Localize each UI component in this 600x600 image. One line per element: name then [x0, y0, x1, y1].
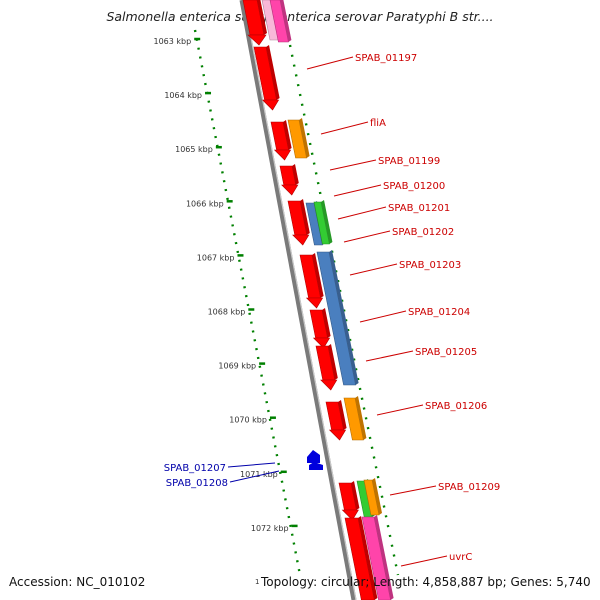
feature-label[interactable]: SPAB_01206	[376, 401, 487, 416]
features	[242, 0, 394, 600]
feature-label[interactable]: SPAB_01197	[306, 53, 417, 70]
svg-text:SPAB_01209: SPAB_01209	[438, 482, 500, 493]
gene-block	[313, 200, 333, 245]
ruler-tick-label: 1064 kbp	[164, 91, 202, 100]
feature-label[interactable]: SPAB_01204	[359, 307, 470, 323]
gene-block	[279, 164, 299, 196]
gene-block	[253, 45, 280, 111]
reverse-gene-blocks	[307, 450, 323, 470]
gene-block	[287, 118, 310, 159]
backbone-line	[239, 0, 357, 600]
svg-text:SPAB_01203: SPAB_01203	[399, 260, 461, 271]
svg-text:SPAB_01201: SPAB_01201	[388, 203, 450, 214]
gene-block	[299, 253, 324, 309]
labels: SPAB_01197 fliA SPAB_01199 SPAB_01200 SPAB_0…	[164, 53, 500, 567]
gene-block	[343, 396, 367, 441]
topology-summary: Topology: circular; Length: 4,858,887 bp…	[261, 575, 591, 589]
gene-block	[270, 120, 292, 161]
svg-text:uvrC: uvrC	[449, 552, 472, 563]
gene-block	[338, 481, 360, 521]
feature-label[interactable]: SPAB_01200	[333, 181, 445, 197]
feature-label-reverse[interactable]: SPAB_01207	[164, 462, 276, 474]
feature-label[interactable]: fliA	[320, 118, 386, 135]
ruler-tick-label: 1070 kbp	[229, 416, 267, 425]
feature-label[interactable]: SPAB_01203	[349, 260, 461, 276]
feature-label[interactable]: uvrC	[400, 552, 472, 567]
ruler-track	[193, 29, 302, 576]
gene-block	[325, 400, 347, 441]
gene-block	[309, 308, 331, 349]
ruler-tick-label: 1067 kbp	[197, 253, 235, 262]
feature-label[interactable]: SPAB_01202	[343, 227, 454, 243]
svg-text:SPAB_01204: SPAB_01204	[408, 307, 470, 318]
ruler-tick-label: 1068 kbp	[208, 308, 246, 317]
ruler-tick-label: 1069 kbp	[218, 362, 256, 371]
feature-label[interactable]: SPAB_01205	[365, 347, 477, 362]
svg-text:SPAB_01207: SPAB_01207	[164, 463, 226, 474]
gene-block	[269, 0, 292, 43]
svg-text:SPAB_01197: SPAB_01197	[355, 53, 417, 64]
feature-label[interactable]: SPAB_01199	[329, 156, 440, 171]
svg-text:fliA: fliA	[370, 118, 386, 129]
gene-block	[315, 344, 338, 391]
gene-block	[344, 516, 378, 600]
gene-block	[287, 199, 310, 246]
ruler-tick-label: 1065 kbp	[175, 145, 213, 154]
gene-block	[363, 478, 382, 516]
gene-block	[316, 250, 359, 386]
ruler-tick-label: 1066 kbp	[186, 199, 224, 208]
start-mark: 1	[255, 578, 260, 586]
svg-text:SPAB_01200: SPAB_01200	[383, 181, 445, 192]
ruler-tick-label: 1071 kbp	[240, 470, 278, 479]
gene-block	[242, 0, 267, 46]
gene-block	[361, 515, 394, 600]
ruler: 1063 kbp 1064 kbp 1065 kbp 1066 kbp 1067 kbp…	[153, 29, 302, 576]
accession-text: Accession: NC_010102	[9, 575, 146, 589]
ruler-tick-label: 1072 kbp	[251, 524, 289, 533]
map-title: Salmonella enterica subsp. enterica sero…	[106, 9, 494, 24]
svg-text:SPAB_01208: SPAB_01208	[166, 478, 228, 489]
svg-text:SPAB_01206: SPAB_01206	[425, 401, 487, 412]
ruler-tick-label: 1063 kbp	[153, 37, 191, 46]
svg-text:SPAB_01205: SPAB_01205	[415, 347, 477, 358]
feature-label-reverse[interactable]: SPAB_01208	[166, 470, 280, 489]
svg-text:SPAB_01202: SPAB_01202	[392, 227, 454, 238]
feature-label[interactable]: SPAB_01201	[337, 203, 450, 220]
feature-label[interactable]: SPAB_01209	[389, 482, 500, 496]
svg-text:SPAB_01199: SPAB_01199	[378, 156, 440, 167]
